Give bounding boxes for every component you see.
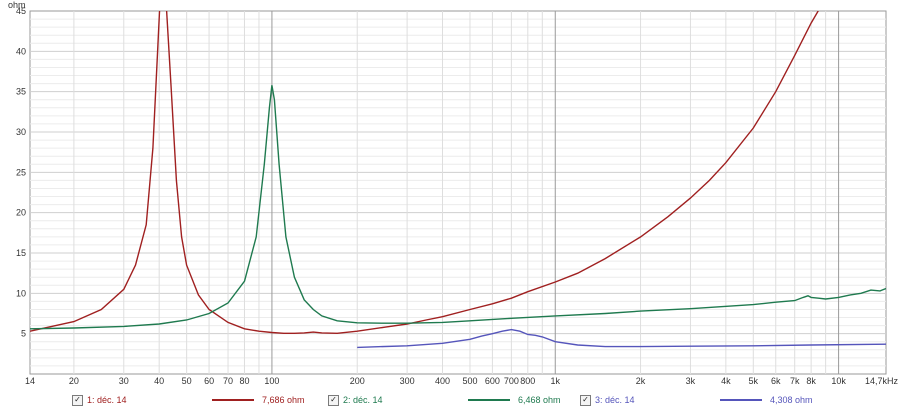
legend-value: 4,308 ohm	[770, 395, 813, 405]
x-tick-label: 200	[350, 376, 365, 386]
y-tick-label: 25	[16, 167, 26, 177]
impedance-chart: 5 10 15 20 25 30 35 40 45 14 20 30 40 50 60 70 80 100 200…	[8, 0, 898, 386]
series-line-3	[357, 328, 886, 349]
x-tick-label: 60	[204, 376, 214, 386]
x-tick-label: 20	[69, 376, 79, 386]
series-layer	[30, 11, 886, 349]
checkbox-icon[interactable]: ✓	[580, 394, 591, 406]
legend-item-2[interactable]: ✓ 2: déc. 14	[328, 392, 383, 408]
x-tick-label: 80	[239, 376, 249, 386]
y-tick-label: 10	[16, 288, 26, 298]
x-axis-ticks: 14 20 30 40 50 60 70 80 100 200 300 400 500 600 700 800…	[25, 376, 898, 386]
y-tick-label: 40	[16, 46, 26, 56]
x-tick-label: 3k	[686, 376, 696, 386]
x-tick-label: 14,7kHz	[865, 376, 899, 386]
minor-grid	[30, 11, 886, 374]
legend: ✓ 1: déc. 14 7,686 ohm ✓ 2: déc. 14 6,468 ohm…	[0, 392, 900, 408]
x-tick-label: 600	[485, 376, 500, 386]
y-tick-label: 15	[16, 248, 26, 258]
x-tick-label: 700	[504, 376, 519, 386]
legend-item-1[interactable]: ✓ 1: déc. 14	[72, 392, 127, 408]
y-tick-label: 30	[16, 127, 26, 137]
legend-item-3[interactable]: ✓ 3: déc. 14	[580, 392, 635, 408]
x-tick-label: 14	[25, 376, 35, 386]
legend-label: 1: déc. 14	[87, 395, 127, 405]
x-tick-label: 50	[182, 376, 192, 386]
checkbox-icon[interactable]: ✓	[72, 394, 83, 406]
x-tick-label: 1k	[551, 376, 561, 386]
legend-line-swatch	[468, 399, 510, 401]
x-tick-label: 800	[520, 376, 535, 386]
legend-value: 6,468 ohm	[518, 395, 561, 405]
series-line-1	[30, 11, 819, 335]
x-tick-label: 500	[462, 376, 477, 386]
y-tick-label: 35	[16, 87, 26, 97]
x-tick-label: 7k	[790, 376, 800, 386]
plot-background	[29, 10, 887, 375]
x-tick-label: 10k	[831, 376, 846, 386]
series-line-2	[30, 85, 886, 330]
x-tick-label: 70	[223, 376, 233, 386]
y-tick-label: 45	[16, 6, 26, 16]
x-tick-label: 40	[154, 376, 164, 386]
x-tick-label: 8k	[806, 376, 816, 386]
x-tick-label: 5k	[749, 376, 759, 386]
y-axis-unit-label: ohm	[8, 0, 26, 10]
x-tick-label: 4k	[721, 376, 731, 386]
y-tick-label: 20	[16, 208, 26, 218]
y-tick-label: 5	[21, 329, 26, 339]
x-tick-label: 300	[400, 376, 415, 386]
legend-value: 7,686 ohm	[262, 395, 305, 405]
checkbox-icon[interactable]: ✓	[328, 394, 339, 406]
x-tick-label: 2k	[636, 376, 646, 386]
legend-label: 2: déc. 14	[343, 395, 383, 405]
x-tick-label: 30	[119, 376, 129, 386]
legend-line-swatch	[212, 399, 254, 401]
legend-label: 3: déc. 14	[595, 395, 635, 405]
x-tick-label: 100	[264, 376, 279, 386]
major-grid	[271, 11, 840, 374]
legend-line-swatch	[720, 399, 762, 401]
y-axis-ticks: 5 10 15 20 25 30 35 40 45	[16, 6, 26, 339]
x-tick-label: 400	[435, 376, 450, 386]
x-tick-label: 6k	[771, 376, 781, 386]
